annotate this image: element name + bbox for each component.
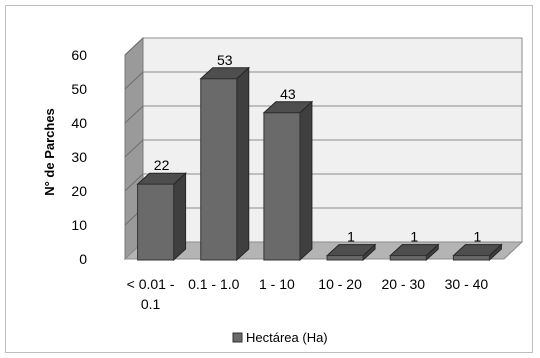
data-label: 1 — [474, 229, 482, 245]
gridline-side — [124, 71, 144, 90]
y-tick-label: 40 — [71, 115, 87, 131]
data-label: 22 — [154, 157, 170, 173]
y-tick-label: 60 — [71, 47, 87, 63]
bar — [326, 255, 364, 261]
data-label: 1 — [410, 229, 418, 245]
gridline-side — [124, 37, 144, 56]
gridline-side — [124, 105, 144, 124]
x-tick-label: 0.1 - 1.0 — [188, 276, 240, 292]
bar — [263, 112, 301, 261]
data-label: 1 — [347, 229, 355, 245]
y-tick-label: 30 — [71, 149, 87, 165]
bar — [452, 255, 490, 261]
gridline-side — [124, 139, 144, 158]
bar-chart: 0 10 20 30 40 50 60 N° de Parches 22 < 0.01 - 0.1 5… — [42, 36, 524, 345]
bar — [200, 78, 238, 261]
data-label: 43 — [280, 86, 296, 102]
gridline-side — [124, 173, 144, 192]
bar — [137, 183, 175, 261]
legend-label: Hectárea (Ha) — [246, 330, 328, 345]
chart-frame: 0 10 20 30 40 50 60 N° de Parches 22 < 0.01 - 0.1 5… — [5, 5, 533, 353]
x-tick-label: 20 - 30 — [381, 276, 425, 292]
x-tick-label: 30 - 40 — [445, 276, 489, 292]
x-tick-label: 1 - 10 — [259, 276, 295, 292]
y-tick-label: 0 — [79, 251, 87, 267]
y-tick-label: 50 — [71, 81, 87, 97]
bar-side — [236, 66, 250, 262]
bar-side — [173, 172, 187, 262]
bar-side — [299, 100, 313, 262]
legend-swatch — [232, 332, 243, 343]
y-axis-title: N° de Parches — [42, 108, 57, 196]
y-tick-label: 20 — [71, 183, 87, 199]
x-tick-label: 10 - 20 — [318, 276, 362, 292]
data-label: 53 — [217, 52, 233, 68]
x-tick-label: 0.1 — [141, 296, 161, 312]
x-tick-label: < 0.01 - — [127, 276, 175, 292]
y-tick-label: 10 — [71, 217, 87, 233]
bar — [389, 255, 427, 261]
